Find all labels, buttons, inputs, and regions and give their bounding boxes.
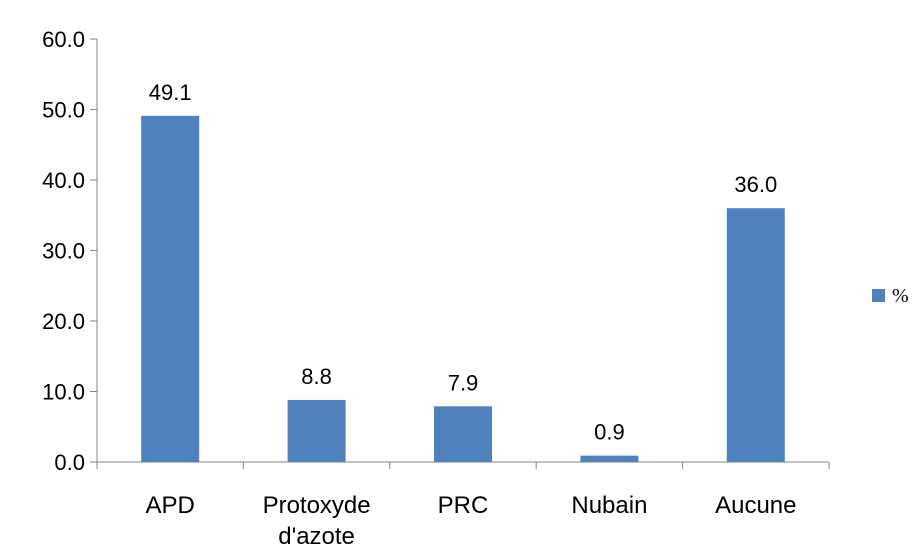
- bar: [726, 208, 785, 462]
- bar: [141, 115, 200, 462]
- y-axis: 0.0 10.0 20.0 30.0 40.0 50.0 60.0: [42, 27, 98, 475]
- y-tick-label: 60.0: [42, 27, 85, 52]
- y-tick-label: 10.0: [42, 380, 85, 405]
- x-axis: [96, 461, 830, 469]
- y-tick-label: 0.0: [54, 450, 85, 475]
- data-labels: 49.1 8.8 7.9 0.9 36.0: [149, 80, 777, 445]
- category-label: Aucune: [715, 492, 796, 519]
- data-label: 49.1: [149, 80, 192, 105]
- data-label: 7.9: [448, 370, 479, 395]
- legend-label: %: [892, 285, 909, 307]
- category-label: d'azote: [278, 523, 355, 550]
- bar: [580, 455, 639, 462]
- legend: %: [872, 285, 909, 307]
- bar: [287, 399, 346, 462]
- y-tick-label: 20.0: [42, 309, 85, 334]
- category-label: PRC: [438, 492, 489, 519]
- bar: [434, 406, 492, 462]
- data-label: 0.9: [594, 420, 625, 445]
- legend-swatch: [872, 289, 885, 302]
- bars: [141, 115, 785, 462]
- y-tick-label: 30.0: [42, 239, 85, 264]
- data-label: 36.0: [734, 172, 777, 197]
- category-label: APD: [146, 492, 195, 519]
- category-labels: APD Protoxyde d'azote PRC Nubain Aucune: [146, 492, 797, 550]
- category-label: Nubain: [571, 492, 647, 519]
- data-label: 8.8: [301, 364, 332, 389]
- y-tick-label: 50.0: [42, 98, 85, 123]
- y-tick-label: 40.0: [42, 168, 85, 193]
- category-label: Protoxyde: [263, 492, 371, 519]
